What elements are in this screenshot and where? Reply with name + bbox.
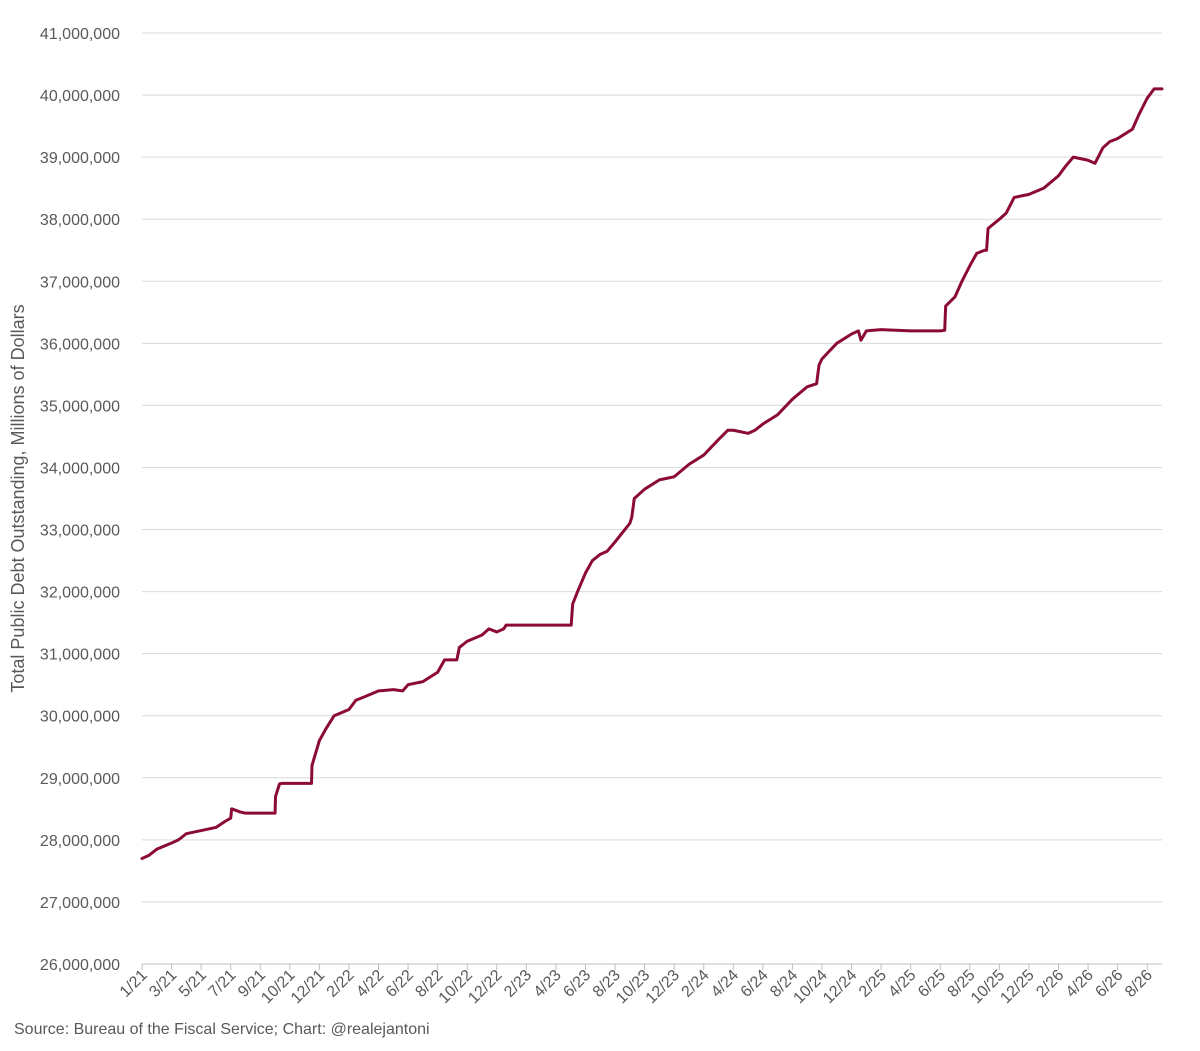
y-tick-label: 40,000,000 [40,88,120,105]
x-tick-label: 6/22 [383,967,417,1001]
x-tick-label: 2/23 [501,967,535,1001]
y-tick-label: 30,000,000 [40,709,120,726]
x-tick-label: 4/24 [708,967,742,1001]
x-tick-label: 4/26 [1063,967,1097,1001]
x-tick-label: 6/23 [560,967,594,1001]
y-tick-label: 32,000,000 [40,585,120,602]
x-tick-label: 3/21 [146,967,180,1001]
x-tick-label: 12/23 [643,967,683,1007]
x-tick-label: 6/24 [738,967,772,1001]
x-tick-label: 4/25 [885,967,919,1001]
x-axis-tick-labels: 1/213/215/217/219/2110/2112/212/224/226/… [117,967,1156,1007]
series-group [140,87,1164,860]
x-tick-label: 6/26 [1092,967,1126,1001]
y-tick-label: 26,000,000 [40,957,120,974]
x-axis-tick-marks [141,964,1148,970]
x-tick-label: 2/24 [679,967,713,1001]
y-tick-label: 36,000,000 [40,336,120,353]
y-tick-label: 38,000,000 [40,212,120,229]
x-tick-label: 12/24 [820,967,860,1007]
x-tick-label: 6/25 [915,967,949,1001]
x-tick-label: 7/21 [205,967,239,1001]
x-tick-label: 12/25 [997,967,1037,1007]
y-tick-label: 39,000,000 [40,150,120,167]
y-tick-label: 37,000,000 [40,274,120,291]
y-tick-label: 29,000,000 [40,771,120,788]
y-tick-label: 33,000,000 [40,523,120,540]
series-line [140,87,1164,860]
y-tick-label: 28,000,000 [40,833,120,850]
y-axis-label: Total Public Debt Outstanding, Millions … [8,304,28,692]
x-tick-label: 1/21 [117,967,151,1001]
y-tick-label: 34,000,000 [40,460,120,477]
x-tick-label: 8/26 [1122,967,1156,1001]
y-tick-label: 41,000,000 [40,26,120,43]
x-tick-label: 12/22 [465,967,505,1007]
x-tick-label: 5/21 [176,967,210,1001]
y-axis-tick-labels: 26,000,000 27,000,000 28,000,000 29,000,000… [40,26,120,974]
x-tick-label: 4/22 [353,967,387,1001]
gridlines [142,32,1162,965]
x-tick-label: 2/25 [856,967,890,1001]
y-tick-label: 27,000,000 [40,895,120,912]
y-tick-label: 31,000,000 [40,647,120,664]
x-tick-label: 12/21 [288,967,328,1007]
x-tick-label: 2/26 [1033,967,1067,1001]
source-caption: Source: Bureau of the Fiscal Service; Ch… [14,1021,430,1038]
x-tick-label: 2/22 [324,967,358,1001]
y-tick-label: 35,000,000 [40,398,120,415]
x-tick-label: 4/23 [531,967,565,1001]
